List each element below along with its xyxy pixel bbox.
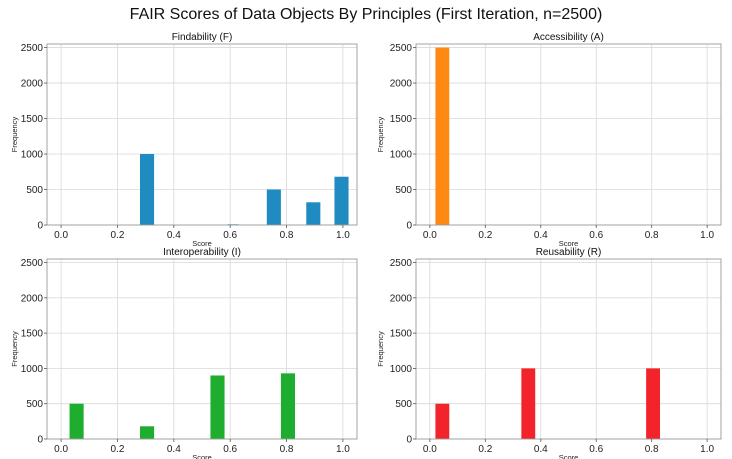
histogram-bar [521,368,536,439]
histogram-bar [140,154,155,225]
y-tick-label: 500 [395,185,412,196]
x-tick-label: 0.4 [167,444,181,455]
y-axis-label: Frequency [10,117,19,153]
y-tick-label: 0 [406,435,412,446]
x-tick-label: 0.4 [534,230,548,241]
x-tick-label: 0.6 [223,230,237,241]
x-tick-label: 0.8 [280,444,294,455]
histogram-bar [435,403,450,439]
x-tick-label: 0.0 [54,444,68,455]
x-tick-label: 1.0 [700,230,714,241]
panel-title: Interoperability (I) [163,247,241,258]
panel-title: Findability (F) [172,32,233,43]
y-tick-label: 500 [395,399,412,410]
x-tick-label: 0.4 [167,230,181,241]
chart-panel-4: 0.0 0.2 0.4 0.6 0.8 1.0 0 500 1000 1500 2000 2500 Re… [376,247,722,459]
x-tick-label: 0.6 [589,444,603,455]
panel-title: Reusability (R) [536,247,602,258]
figure-title: FAIR Scores of Data Objects By Principle… [129,6,603,23]
histogram-bar [210,375,225,439]
x-axis-label: Score [559,453,579,459]
x-tick-label: 0.2 [478,230,492,241]
x-tick-label: 0.8 [645,230,659,241]
y-axis-label: Frequency [376,117,385,153]
x-tick-label: 0.8 [645,444,659,455]
y-tick-label: 2500 [21,258,44,269]
x-tick-label: 1.0 [336,444,350,455]
y-tick-label: 2500 [21,43,44,54]
plot-frame [415,258,722,440]
histogram-bar [646,368,660,439]
y-tick-label: 1000 [21,364,44,375]
x-tick-label: 0.0 [423,230,437,241]
histogram-bar [306,202,321,225]
x-tick-label: 0.0 [54,230,68,241]
y-tick-label: 2500 [390,43,413,54]
y-tick-label: 1500 [390,329,413,340]
histogram-bar [69,403,84,439]
y-tick-label: 500 [26,185,43,196]
y-tick-label: 500 [26,399,43,410]
plot-frame [46,43,358,226]
y-tick-label: 0 [406,221,412,232]
y-tick-label: 1500 [21,329,44,340]
plot-frame [415,43,722,226]
x-axis-label: Score [559,239,579,248]
y-tick-label: 1500 [21,114,44,125]
plot-frame [46,258,358,440]
x-axis-label: Score [192,453,212,459]
y-tick-label: 2000 [21,293,44,304]
x-tick-label: 0.4 [534,444,548,455]
x-tick-label: 0.6 [223,444,237,455]
y-tick-label: 1000 [390,364,413,375]
y-tick-label: 0 [37,435,43,446]
histogram-bar [266,189,281,225]
histogram-bar [140,426,155,439]
x-tick-label: 1.0 [700,444,714,455]
chart-panel-2: 0.0 0.2 0.4 0.6 0.8 1.0 0 500 1000 1500 2000 2500 Ac… [376,32,722,248]
y-axis-label: Frequency [376,331,385,367]
x-axis-label: Score [192,239,212,248]
x-tick-label: 0.2 [111,230,125,241]
y-tick-label: 0 [37,221,43,232]
y-tick-label: 2000 [390,293,413,304]
y-tick-label: 2500 [390,258,413,269]
y-axis-label: Frequency [10,331,19,367]
y-tick-label: 1000 [390,150,413,161]
x-tick-label: 0.2 [478,444,492,455]
x-tick-label: 0.0 [423,444,437,455]
panel-title: Accessibility (A) [533,32,604,43]
y-tick-label: 1500 [390,114,413,125]
x-tick-label: 0.6 [589,230,603,241]
chart-panel-3: 0.0 0.2 0.4 0.6 0.8 1.0 0 500 1000 1500 2000 2500 In… [10,247,358,459]
chart-panel-1: 0.0 0.2 0.4 0.6 0.8 1.0 0 500 1000 1500 2000 2500 Fi… [10,32,358,248]
histogram-bar [435,47,450,226]
y-tick-label: 2000 [21,79,44,90]
histogram-bar [280,373,295,439]
x-tick-label: 0.2 [111,444,125,455]
histogram-bar [334,176,349,225]
y-tick-label: 2000 [390,79,413,90]
x-tick-label: 1.0 [336,230,350,241]
y-tick-label: 1000 [21,150,44,161]
x-tick-label: 0.8 [280,230,294,241]
